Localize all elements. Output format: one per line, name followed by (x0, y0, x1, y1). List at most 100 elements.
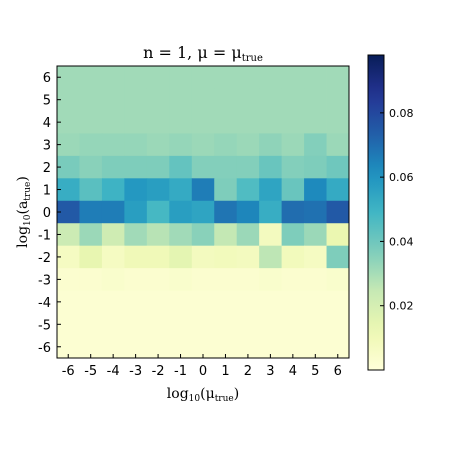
heatmap-cell (236, 313, 260, 336)
heatmap-cell (281, 290, 305, 314)
heatmap-cell (146, 290, 170, 314)
heatmap-cell (101, 110, 125, 134)
colorbar-tick-label: 0.04 (389, 235, 414, 248)
heatmap-cell (169, 200, 193, 224)
heatmap-cell (236, 155, 260, 179)
heatmap-cell (101, 155, 125, 179)
colorbar (367, 54, 385, 371)
heatmap-cell (236, 110, 260, 134)
heatmap-cell (236, 335, 260, 359)
y-tick-label: 5 (43, 94, 51, 109)
heatmap-cell (101, 245, 125, 269)
heatmap-cell (57, 178, 80, 202)
heatmap-cell (214, 313, 238, 336)
heatmap-cell (304, 335, 327, 359)
heatmap-cell (326, 155, 350, 179)
heatmap-cell (281, 313, 305, 336)
chart-title-sub: true (242, 53, 263, 64)
heatmap-cell (236, 245, 260, 269)
heatmap-cell (101, 88, 125, 112)
y-tick-label: -4 (38, 296, 51, 311)
heatmap-cell (191, 200, 215, 224)
x-tick-label: 5 (311, 364, 319, 379)
heatmap-cell (57, 313, 80, 336)
heatmap-cell (101, 66, 125, 89)
heatmap-cell (101, 178, 125, 202)
heatmap-cell (124, 245, 148, 269)
heatmap-cell (281, 133, 305, 157)
x-tick-label: 4 (289, 364, 297, 379)
heatmap-cell (304, 133, 327, 157)
x-tick-label: -6 (62, 364, 75, 379)
heatmap-cell (326, 66, 350, 89)
y-axis-label-pre: log (15, 226, 31, 248)
heatmap-cell (304, 155, 327, 179)
heatmap-cell (79, 245, 103, 269)
heatmap-cell (191, 335, 215, 359)
heatmap-cell (304, 110, 327, 134)
heatmap-cell (124, 155, 148, 179)
heatmap-cell (326, 88, 350, 112)
heatmap-cell (259, 110, 283, 134)
heatmap-cell (259, 313, 283, 336)
heatmap-cell (259, 133, 283, 157)
heatmap-cell (326, 290, 350, 314)
heatmap-cell (124, 133, 148, 157)
heatmap-cell (146, 335, 170, 359)
heatmap-cell (259, 268, 283, 292)
heatmap-cell (79, 133, 103, 157)
y-axis-label-sub1: 10 (23, 214, 33, 226)
heatmap-cell (236, 178, 260, 202)
heatmap-cell (191, 245, 215, 269)
y-axis-label-sub2: true (23, 182, 33, 201)
heatmap-cell (169, 290, 193, 314)
heatmap-cell (259, 178, 283, 202)
heatmap-cell (191, 223, 215, 247)
x-axis-label-sub1: 10 (189, 394, 201, 404)
heatmap-cell (236, 200, 260, 224)
heatmap-cell (124, 88, 148, 112)
heatmap-cell (304, 290, 327, 314)
heatmap-cell (79, 178, 103, 202)
heatmap-cell (169, 223, 193, 247)
heatmap-cell (124, 268, 148, 292)
heatmap-cell (146, 66, 170, 89)
heatmap-cell (259, 155, 283, 179)
heatmap-cell (214, 66, 238, 89)
heatmap-cell (191, 133, 215, 157)
y-tick-label: 6 (43, 71, 51, 86)
heatmap-cell (124, 313, 148, 336)
heatmap-cell (214, 88, 238, 112)
heatmap-cell (191, 88, 215, 112)
y-tick-label: 4 (43, 116, 51, 131)
heatmap-cell (214, 155, 238, 179)
heatmap-cell (57, 290, 80, 314)
heatmap-cell (57, 155, 80, 179)
heatmap-cell (169, 178, 193, 202)
heatmap-cell (169, 268, 193, 292)
heatmap-cell (326, 110, 350, 134)
heatmap-cell (326, 133, 350, 157)
x-tick-label: -2 (152, 364, 165, 379)
heatmap-cell (124, 178, 148, 202)
heatmap-cell (101, 290, 125, 314)
x-tick-label: 6 (334, 364, 342, 379)
heatmap-cell (57, 133, 80, 157)
heatmap-cell (79, 223, 103, 247)
heatmap-cell (259, 335, 283, 359)
heatmap-cell (236, 268, 260, 292)
x-tick-label: -4 (107, 364, 120, 379)
heatmap-cell (304, 268, 327, 292)
heatmap-cell (146, 313, 170, 336)
y-axis-label-mid: (a (15, 201, 31, 215)
heatmap-cell (101, 200, 125, 224)
heatmap-cell (79, 88, 103, 112)
heatmap-cell (281, 110, 305, 134)
heatmap-cell (304, 245, 327, 269)
y-tick-label: -6 (38, 341, 51, 356)
heatmap-cell (259, 200, 283, 224)
x-tick-label: 1 (221, 364, 229, 379)
chart-title-main: n = 1, μ = μ (143, 43, 242, 62)
heatmap-cell (79, 335, 103, 359)
